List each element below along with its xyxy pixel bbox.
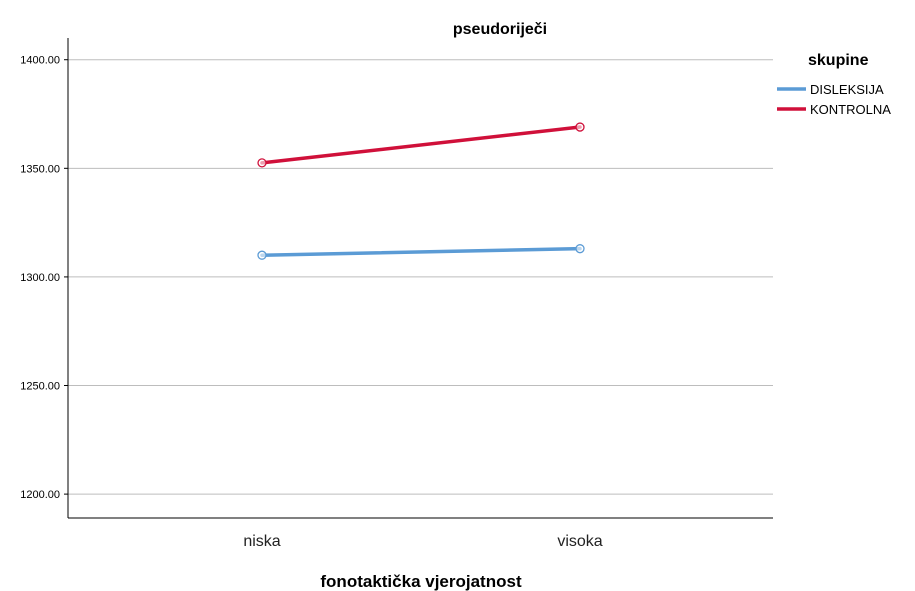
legend-items: DISLEKSIJA KONTROLNA — [777, 82, 891, 117]
x-tick-label: visoka — [557, 533, 602, 550]
y-tick-label: 1400.00 — [20, 55, 60, 67]
x-axis-label: fonotaktička vjerojatnost — [320, 572, 522, 591]
data-point — [257, 158, 267, 168]
y-tick-labels: 1200.00 1250.00 1300.00 1350.00 1400.00 — [20, 55, 68, 501]
legend-label: DISLEKSIJA — [810, 82, 884, 97]
y-tick-label: 1350.00 — [20, 163, 60, 175]
legend-title: skupine — [808, 52, 869, 69]
gridlines — [68, 59, 773, 495]
series-line-kontrolna — [260, 125, 582, 165]
x-tick-label: niska — [243, 533, 280, 550]
y-tick-label: 1300.00 — [20, 272, 60, 284]
data-point — [257, 250, 267, 260]
chart-title: pseudoriječi — [453, 21, 547, 38]
data-point — [575, 122, 585, 132]
legend-label: KONTROLNA — [810, 102, 891, 117]
x-tick-labels: niska visoka — [243, 533, 602, 550]
series-lines — [257, 122, 585, 260]
series-line-disleksija — [260, 246, 582, 257]
y-tick-label: 1200.00 — [20, 489, 60, 501]
data-point — [575, 244, 585, 254]
legend: skupine DISLEKSIJA KONTROLNA — [777, 52, 891, 117]
y-tick-label: 1250.00 — [20, 381, 60, 393]
